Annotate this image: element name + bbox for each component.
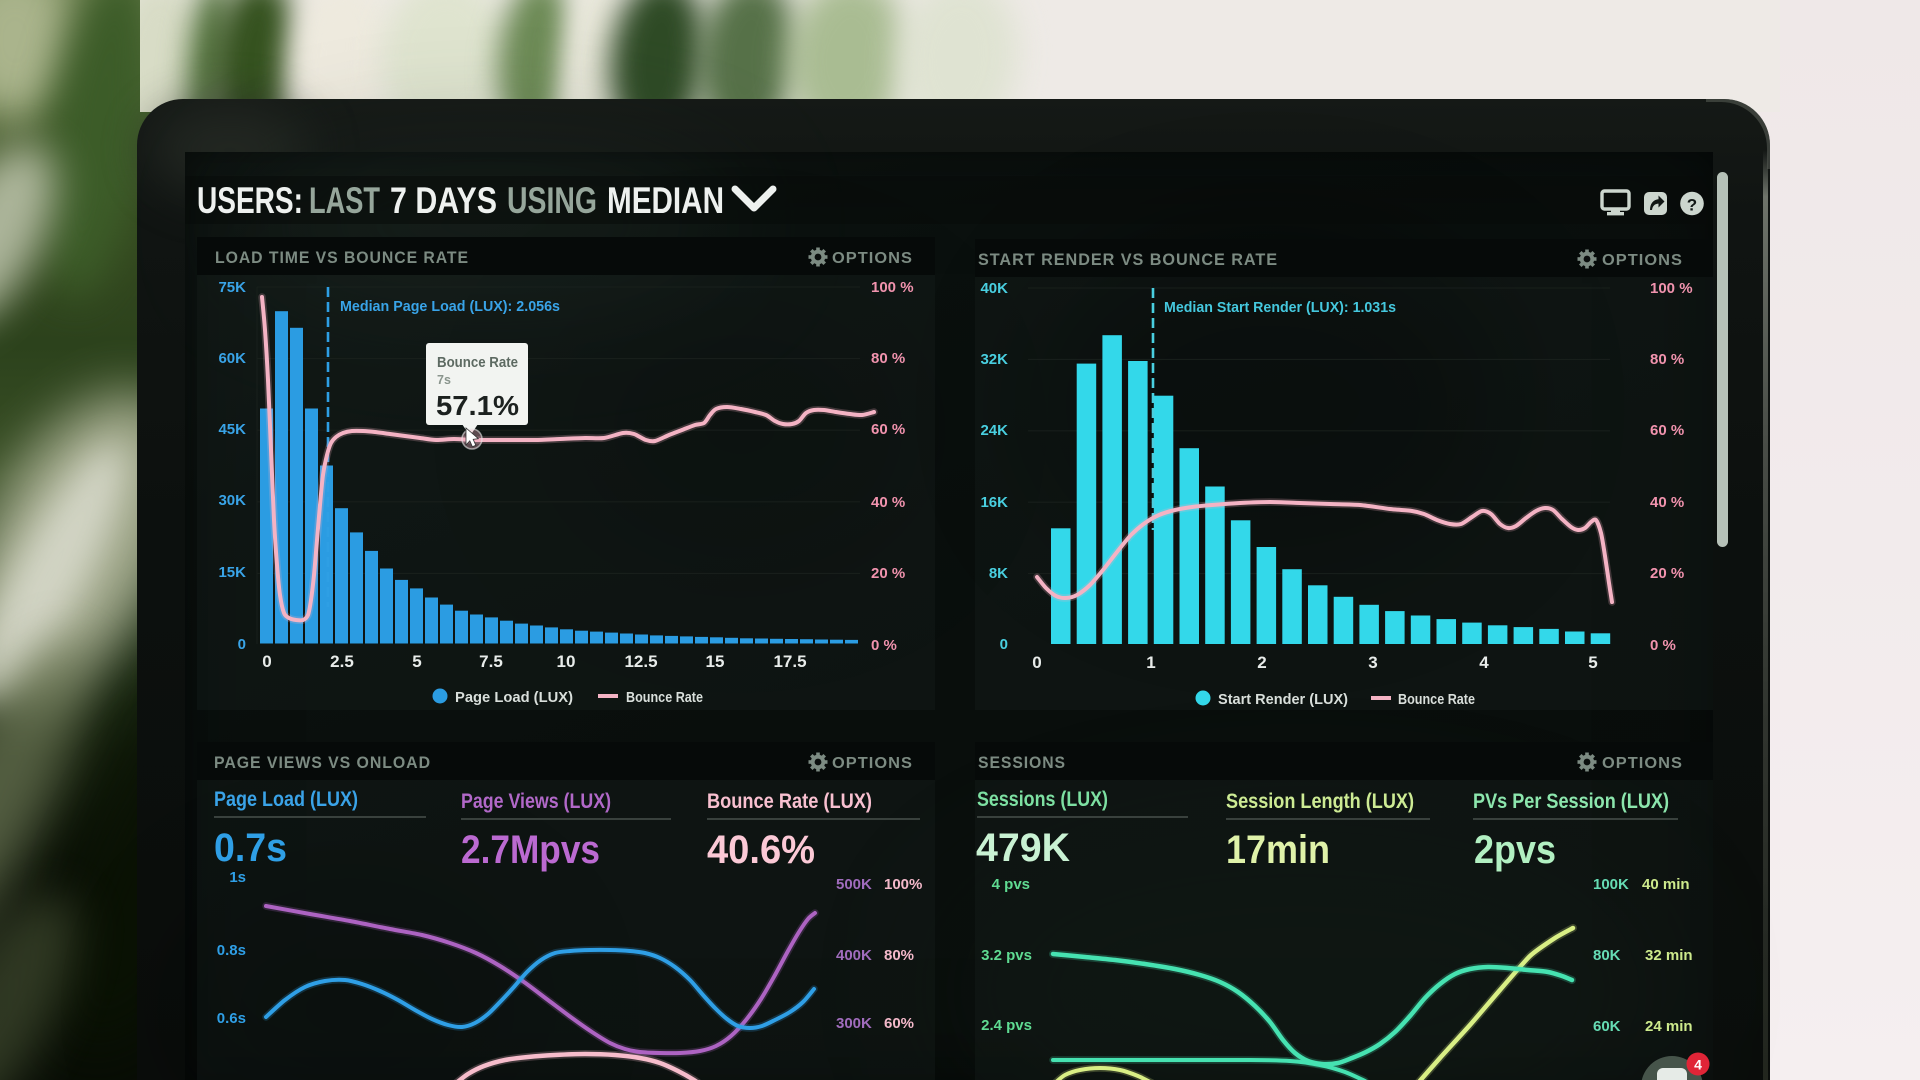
- svg-text:100K: 100K: [1593, 876, 1629, 893]
- svg-text:57.1%: 57.1%: [436, 390, 519, 421]
- svg-text:7 DAYS: 7 DAYS: [390, 180, 497, 221]
- svg-text:100 %: 100 %: [1650, 280, 1693, 297]
- svg-text:17min: 17min: [1226, 828, 1330, 872]
- svg-text:1s: 1s: [229, 869, 246, 886]
- svg-text:80 %: 80 %: [1650, 351, 1684, 368]
- svg-text:4 pvs: 4 pvs: [992, 876, 1030, 893]
- svg-text:80K: 80K: [1593, 947, 1621, 964]
- svg-text:5: 5: [1588, 653, 1597, 672]
- svg-text:15: 15: [706, 652, 725, 671]
- svg-text:400K: 400K: [836, 947, 872, 964]
- svg-text:60 %: 60 %: [871, 421, 905, 438]
- svg-text:0 %: 0 %: [871, 637, 897, 654]
- svg-text:USERS:: USERS:: [197, 180, 303, 221]
- svg-text:60 %: 60 %: [1650, 422, 1684, 439]
- svg-text:2.5: 2.5: [330, 652, 354, 671]
- svg-text:12.5: 12.5: [624, 652, 657, 671]
- svg-text:PVs Per Session (LUX): PVs Per Session (LUX): [1473, 789, 1669, 813]
- svg-text:0: 0: [1032, 653, 1041, 672]
- svg-text:PAGE VIEWS VS ONLOAD: PAGE VIEWS VS ONLOAD: [214, 753, 431, 772]
- svg-text:0: 0: [1000, 636, 1008, 653]
- svg-text:15K: 15K: [218, 564, 246, 581]
- svg-text:20 %: 20 %: [1650, 565, 1684, 582]
- svg-text:Bounce Rate: Bounce Rate: [437, 355, 518, 371]
- svg-text:40.6%: 40.6%: [707, 828, 815, 872]
- svg-text:45K: 45K: [218, 421, 246, 438]
- svg-text:OPTIONS: OPTIONS: [832, 250, 913, 267]
- svg-text:MEDIAN: MEDIAN: [607, 180, 724, 221]
- svg-text:2.4 pvs: 2.4 pvs: [981, 1017, 1032, 1034]
- svg-text:SESSIONS: SESSIONS: [978, 753, 1066, 772]
- svg-text:?: ?: [1687, 196, 1697, 215]
- svg-text:0 %: 0 %: [1650, 637, 1676, 654]
- svg-text:Page Load (LUX): Page Load (LUX): [455, 689, 573, 706]
- svg-text:Bounce Rate (LUX): Bounce Rate (LUX): [707, 789, 872, 813]
- svg-text:32K: 32K: [980, 351, 1008, 368]
- svg-text:OPTIONS: OPTIONS: [832, 755, 913, 772]
- svg-text:0.7s: 0.7s: [214, 826, 287, 870]
- svg-text:80 %: 80 %: [871, 350, 905, 367]
- svg-text:40K: 40K: [980, 280, 1008, 297]
- svg-text:10: 10: [557, 652, 576, 671]
- svg-text:1: 1: [1146, 653, 1155, 672]
- svg-text:Page Views (LUX): Page Views (LUX): [461, 789, 611, 813]
- svg-text:300K: 300K: [836, 1015, 872, 1032]
- svg-text:OPTIONS: OPTIONS: [1602, 252, 1683, 269]
- svg-text:16K: 16K: [980, 494, 1008, 511]
- svg-text:Bounce Rate: Bounce Rate: [626, 689, 703, 706]
- svg-text:0: 0: [262, 652, 271, 671]
- svg-text:0.6s: 0.6s: [217, 1010, 246, 1027]
- svg-text:17.5: 17.5: [773, 652, 806, 671]
- svg-text:60%: 60%: [884, 1015, 914, 1032]
- svg-text:40 %: 40 %: [871, 494, 905, 511]
- svg-text:LOAD TIME VS BOUNCE RATE: LOAD TIME VS BOUNCE RATE: [215, 248, 469, 267]
- svg-text:0.8s: 0.8s: [217, 942, 246, 959]
- svg-text:4: 4: [1479, 653, 1489, 672]
- svg-text:Page Load (LUX): Page Load (LUX): [214, 787, 358, 811]
- svg-text:Sessions (LUX): Sessions (LUX): [977, 787, 1108, 811]
- svg-text:40 min: 40 min: [1642, 876, 1690, 893]
- svg-text:2: 2: [1257, 653, 1266, 672]
- svg-text:80%: 80%: [884, 947, 914, 964]
- svg-text:60K: 60K: [218, 350, 246, 367]
- svg-text:30K: 30K: [218, 492, 246, 509]
- svg-text:100%: 100%: [884, 876, 922, 893]
- svg-text:START RENDER VS BOUNCE RATE: START RENDER VS BOUNCE RATE: [978, 250, 1278, 269]
- svg-text:4: 4: [1694, 1057, 1702, 1073]
- svg-text:0: 0: [238, 636, 246, 653]
- svg-text:24K: 24K: [980, 422, 1008, 439]
- svg-text:Start Render (LUX): Start Render (LUX): [1218, 691, 1348, 708]
- svg-text:7s: 7s: [437, 373, 451, 387]
- svg-text:500K: 500K: [836, 876, 872, 893]
- svg-text:32 min: 32 min: [1645, 947, 1693, 964]
- svg-text:479K: 479K: [976, 826, 1070, 870]
- svg-text:60K: 60K: [1593, 1018, 1621, 1035]
- svg-text:24 min: 24 min: [1645, 1018, 1693, 1035]
- svg-text:3.2 pvs: 3.2 pvs: [981, 947, 1032, 964]
- svg-text:Median Page Load (LUX): 2.056s: Median Page Load (LUX): 2.056s: [340, 298, 560, 315]
- svg-text:5: 5: [412, 652, 421, 671]
- svg-text:OPTIONS: OPTIONS: [1602, 755, 1683, 772]
- svg-text:40 %: 40 %: [1650, 494, 1684, 511]
- svg-text:3: 3: [1368, 653, 1377, 672]
- svg-text:100 %: 100 %: [871, 279, 914, 296]
- svg-text:8K: 8K: [989, 565, 1008, 582]
- svg-text:Bounce Rate: Bounce Rate: [1398, 691, 1475, 708]
- svg-text:LAST: LAST: [309, 180, 380, 221]
- svg-text:2pvs: 2pvs: [1474, 828, 1556, 872]
- svg-text:7.5: 7.5: [479, 652, 503, 671]
- svg-text:75K: 75K: [218, 279, 246, 296]
- svg-text:2.7Mpvs: 2.7Mpvs: [461, 828, 600, 872]
- svg-text:USING: USING: [507, 180, 597, 221]
- svg-text:20 %: 20 %: [871, 565, 905, 582]
- svg-text:Session Length (LUX): Session Length (LUX): [1226, 789, 1414, 813]
- svg-text:Median Start Render (LUX): 1.0: Median Start Render (LUX): 1.031s: [1164, 299, 1396, 316]
